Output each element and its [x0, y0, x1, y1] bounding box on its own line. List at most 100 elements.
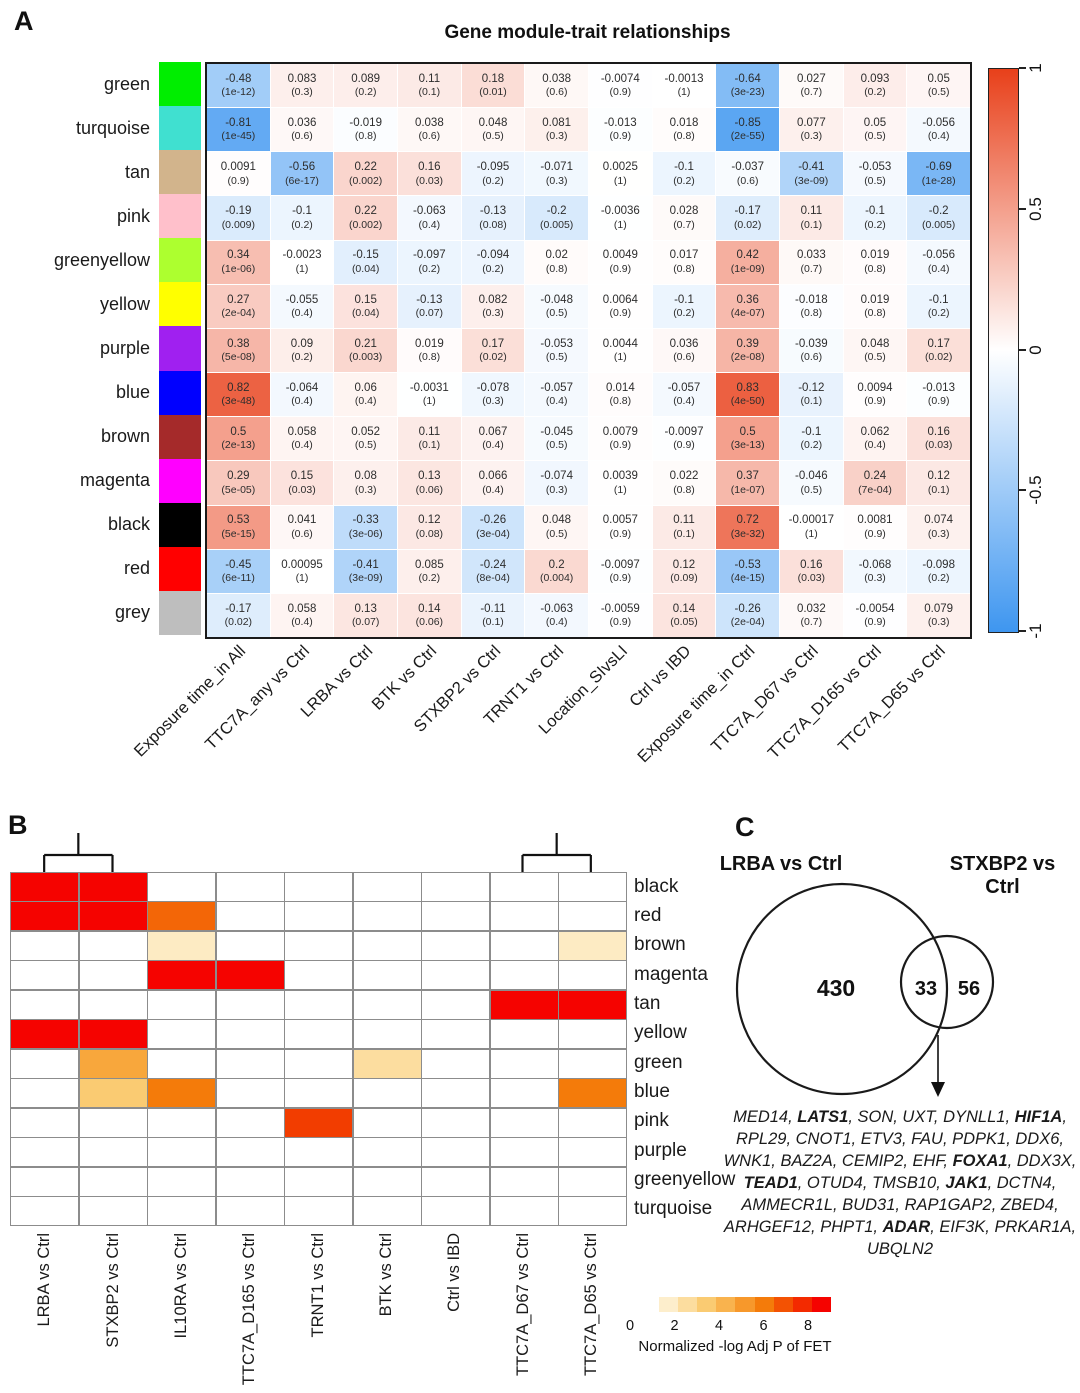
enrichment-cell: [148, 1197, 215, 1225]
gene-name: FAU: [911, 1130, 943, 1148]
enrichment-cell: [216, 1138, 284, 1167]
corr-cell: 0.05 (0.5): [843, 108, 907, 152]
corr-cell: -0.0013 (1): [652, 64, 716, 108]
enrichment-cell: [11, 961, 78, 990]
module-swatch: [159, 194, 201, 239]
gene-name: BAZ2A: [780, 1152, 833, 1170]
corr-cell: 0.16 (0.03): [907, 417, 970, 461]
module-row-label: turquoise: [75, 117, 150, 138]
corr-cell: 0.082 (0.3): [461, 284, 525, 328]
comparison-column-label: TRNT1 vs Ctrl: [308, 1233, 327, 1338]
module-color-strip: [159, 62, 201, 636]
venn-left-count: 430: [817, 975, 855, 1001]
enrichment-cell: [422, 902, 489, 931]
legend-swatch: [811, 1297, 831, 1312]
corr-cell: 0.29 (5e-05): [207, 461, 270, 505]
corr-cell: -0.0023 (1): [270, 240, 334, 284]
corr-cell: 0.17 (0.02): [907, 328, 970, 373]
corr-cell: 0.027 (0.7): [780, 64, 843, 108]
legend-tick-label: 8: [803, 1318, 813, 1334]
colorbar-tick-label: -1: [1026, 623, 1045, 639]
enrichment-cell: [79, 1108, 147, 1137]
corr-cell: -0.098 (0.2): [907, 549, 970, 593]
corr-cell: -0.1 (0.2): [652, 152, 716, 196]
colorbar-tick-label: 0.5: [1026, 196, 1045, 221]
corr-cell: 0.0064 (0.9): [589, 284, 652, 328]
module-row-label-b: tan: [634, 992, 661, 1014]
enrichment-cell: [422, 1049, 489, 1078]
enrichment-cell: [559, 1020, 626, 1049]
enrichment-cell: [79, 1167, 147, 1196]
corr-cell: -0.056 (0.4): [907, 108, 970, 152]
enrichment-cell: [148, 931, 215, 960]
corr-cell: -0.64 (3e-23): [716, 64, 779, 108]
enrichment-cell: [79, 1197, 147, 1225]
corr-cell: -0.26 (3e-04): [461, 505, 525, 549]
enrichment-cell: [285, 1079, 352, 1108]
corr-cell: -0.068 (0.3): [843, 549, 907, 593]
module-swatch: [159, 62, 201, 107]
corr-cell: 0.074 (0.3): [907, 505, 970, 549]
module-row-label: tan: [124, 161, 150, 182]
gene-name: EIF3K: [939, 1218, 986, 1236]
corr-cell: -0.45 (6e-11): [207, 549, 270, 593]
module-row-label-b: brown: [634, 934, 686, 956]
corr-cell: 0.27 (2e-04): [207, 284, 270, 328]
enrichment-cell: [285, 873, 352, 901]
corr-cell: -0.095 (0.2): [461, 152, 525, 196]
legend-gradient: [659, 1297, 831, 1312]
module-row-label: purple: [99, 337, 150, 358]
gene-name: TEAD1: [743, 1174, 798, 1192]
gene-name: RPL29: [735, 1130, 787, 1148]
corr-cell: 0.22 (0.002): [334, 196, 397, 240]
enrichment-cell: [559, 1079, 626, 1108]
corr-cell: 0.11 (0.1): [780, 196, 843, 240]
corr-cell: 0.0049 (0.9): [589, 240, 652, 284]
corr-cell: 0.22 (0.002): [334, 152, 397, 196]
corr-cell: 0.06 (0.4): [334, 373, 397, 417]
corr-cell: -0.0074 (0.9): [589, 64, 652, 108]
gene-name: SON: [857, 1108, 894, 1126]
enrichment-cell: [79, 931, 147, 960]
gene-name: TMSB10: [872, 1174, 937, 1192]
corr-cell: 0.0079 (0.9): [589, 417, 652, 461]
panel-c-label: C: [735, 812, 755, 842]
enrichment-cell: [79, 1020, 147, 1049]
enrichment-cell: [285, 1108, 352, 1137]
corr-cell: 0.82 (3e-48): [207, 373, 270, 417]
gene-name: CNOT1: [795, 1130, 852, 1148]
corr-cell: 0.12 (0.08): [398, 505, 461, 549]
corr-cell: -0.33 (3e-06): [334, 505, 397, 549]
enrichment-cell: [353, 990, 421, 1019]
corr-cell: 0.24 (7e-04): [843, 461, 907, 505]
corr-cell: 0.022 (0.8): [652, 461, 716, 505]
corr-cell: 0.38 (5e-08): [207, 328, 270, 373]
enrichment-cell: [353, 1020, 421, 1049]
panel-b-label: B: [8, 810, 28, 840]
corr-cell: -0.097 (0.2): [398, 240, 461, 284]
corr-cell: -0.045 (0.5): [525, 417, 588, 461]
corr-cell: 0.0025 (1): [589, 152, 652, 196]
corr-cell: 0.019 (0.8): [843, 240, 907, 284]
module-row-label: blue: [115, 382, 150, 403]
corr-cell: 0.058 (0.4): [270, 593, 334, 637]
colorbar-tick-label: 1: [1026, 63, 1045, 73]
enrichment-cell: [285, 1049, 352, 1078]
enrichment-cell: [11, 990, 78, 1019]
module-swatch: [159, 326, 201, 371]
corr-cell: -0.1 (0.2): [270, 196, 334, 240]
enrichment-cell: [216, 961, 284, 990]
legend-tick-label: 6: [759, 1318, 768, 1334]
corr-cell: 0.033 (0.7): [780, 240, 843, 284]
corr-cell: -0.13 (0.07): [398, 284, 461, 328]
corr-cell: -0.48 (1e-12): [207, 64, 270, 108]
corr-cell: -0.0036 (1): [589, 196, 652, 240]
corr-cell: 0.15 (0.04): [334, 284, 397, 328]
corr-cell: 0.11 (0.1): [652, 505, 716, 549]
enrichment-cell: [422, 990, 489, 1019]
module-swatch: [159, 238, 201, 283]
corr-cell: 0.028 (0.7): [652, 196, 716, 240]
corr-cell: 0.42 (1e-09): [716, 240, 779, 284]
overlap-arrow-head: [931, 1082, 945, 1097]
comparison-column-label: TTC7A_D67 vs Ctrl: [513, 1233, 532, 1377]
